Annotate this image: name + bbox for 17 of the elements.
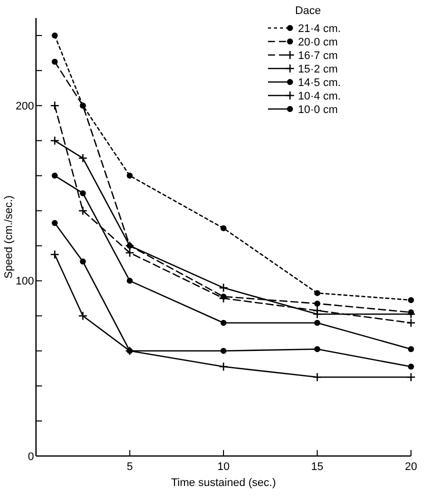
x-tick-label: 15 — [311, 461, 324, 473]
y-tick-label: 200 — [16, 100, 34, 112]
x-tick-label: 20 — [404, 461, 418, 473]
legend-label: 15·2 cm — [298, 63, 338, 76]
legend-label: 10·0 cm — [298, 104, 338, 116]
legend-label: 10·4 cm. — [298, 90, 341, 102]
x-tick-label: 10 — [217, 461, 230, 473]
y-axis-title: Speed (cm./sec.) — [3, 195, 15, 279]
x-axis-title: Time sustained (sec.) — [171, 477, 276, 489]
legend-label: 21·4 cm. — [298, 22, 341, 35]
x-tick-label: 5 — [126, 461, 133, 473]
legend-label: 16·7 cm — [298, 50, 338, 62]
legend-title: Dace — [295, 5, 321, 17]
y-tick-label: 0 — [28, 450, 34, 463]
legend-label: 20·0 cm — [298, 36, 338, 48]
y-tick-label: 100 — [16, 276, 34, 288]
legend-label: 14·5 cm. — [298, 76, 341, 89]
